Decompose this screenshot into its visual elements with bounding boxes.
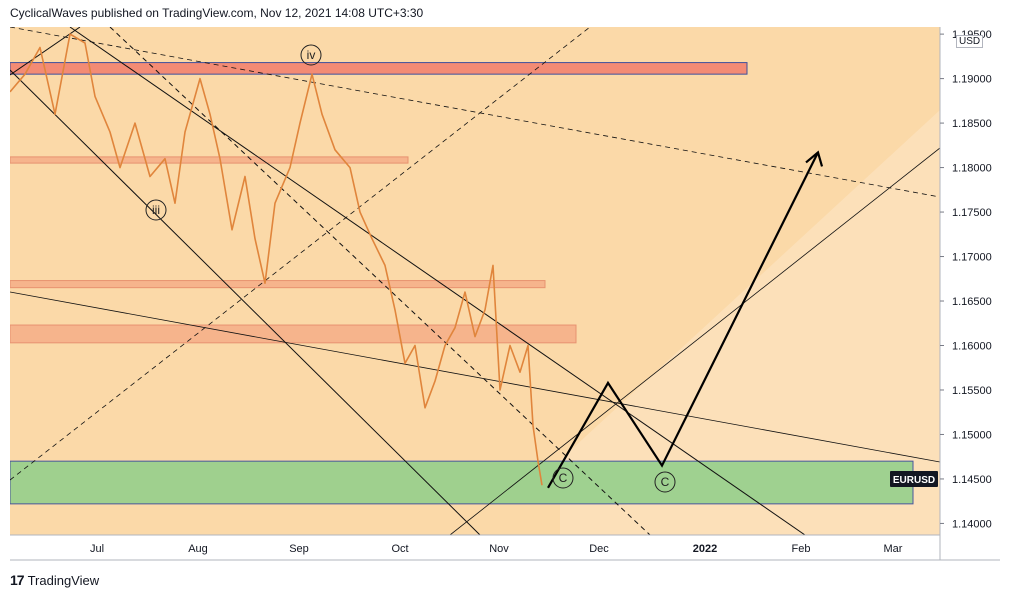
wave-label-circle [654,471,676,493]
y-tick-label: 1.17000 [952,252,992,264]
wave-label: C [559,471,568,485]
x-tick-label: 2022 [693,543,717,555]
wave-label: C [661,475,670,489]
y-tick-label: 1.18000 [952,163,992,175]
publisher-header: CyclicalWaves published on TradingView.c… [10,6,424,20]
brand-name: TradingView [27,572,100,588]
x-tick-label: Aug [188,543,208,555]
wave-label: iv [307,48,316,62]
tradingview-logo-icon: 17 [10,572,25,588]
zone-resistance-1.161 [10,324,577,344]
last-price-label: EURUSD [893,475,935,486]
projection-path [547,151,819,489]
last-price-box [890,470,938,487]
trendline-channel-upper [69,27,806,535]
currency-badge: USD [956,35,984,48]
x-tick-label: Dec [589,543,609,555]
wave-label: iii [152,203,160,217]
zone-resistance-1.181 [10,156,409,164]
zone-resistance-1.167 [10,280,546,289]
trendline-channel-mid-dashed [109,27,651,535]
y-tick-label: 1.14000 [952,518,992,530]
trendline-rising-support [449,147,940,535]
trendline-long-dashed-resistance [10,27,940,198]
wave-label-circle [300,44,322,66]
x-tick-label: Mar [884,543,903,555]
y-tick-label: 1.14500 [952,474,992,486]
x-tick-label: Oct [391,543,408,555]
price-series [10,33,543,486]
y-tick-label: 1.15000 [952,429,992,441]
y-tick-label: 1.16000 [952,341,992,353]
y-tick-label: 1.16500 [952,296,992,308]
projection-arrowhead [805,150,824,167]
wave-label-circle [145,199,167,221]
y-tick-label: 1.19000 [952,74,992,86]
plot-area: iv iii C C [10,27,940,535]
x-tick-label: Jul [90,543,104,555]
trendline-rising-dashed [10,27,591,481]
lighter-region [560,110,940,535]
x-tick-label: Nov [489,543,509,555]
y-tick-label: 1.17500 [952,207,992,219]
footer-brand[interactable]: 17 TradingView [10,572,99,588]
trendline-long-trendline [10,291,940,463]
trendline-channel-lower [10,69,481,535]
x-tick-label: Feb [792,543,811,555]
zone-support-1.144 [10,460,914,505]
y-tick-label: 1.18500 [952,118,992,130]
wave-label-circle [552,467,574,489]
zone-resistance-1.190 [10,62,748,75]
y-tick-label: 1.15500 [952,385,992,397]
trendline-upper-left-diagonal [10,27,81,76]
x-tick-label: Sep [289,543,309,555]
